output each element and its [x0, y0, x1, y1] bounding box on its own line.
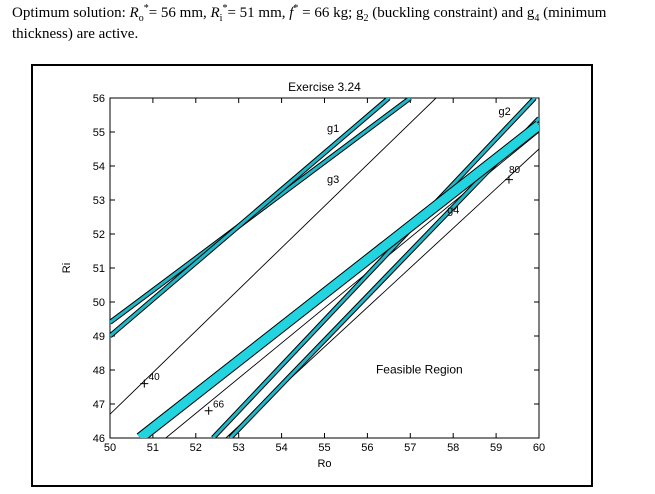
- f-value: = 66 kg; g: [298, 5, 364, 21]
- caption-middle: (buckling constraint) and g: [368, 5, 535, 21]
- ro-star: *: [143, 3, 149, 14]
- x-tick-label: 50: [104, 442, 116, 454]
- y-tick-label: 51: [93, 263, 105, 275]
- x-tick-label: 58: [447, 442, 459, 454]
- y-tick-label: 47: [93, 399, 105, 411]
- y-tick-label: 49: [93, 331, 105, 343]
- contour-value-label: 40: [149, 372, 161, 383]
- ro-value: = 56 mm,: [148, 5, 211, 21]
- y-tick-label: 54: [93, 161, 105, 173]
- f-symbol: f: [289, 5, 294, 21]
- chart-title: Exercise 3.24: [288, 80, 361, 94]
- constraint-g2-line: [211, 98, 536, 438]
- y-tick-label: 52: [93, 229, 105, 241]
- constraint-label-g1: g1: [327, 123, 339, 135]
- ro-subscript: o: [138, 13, 144, 24]
- y-tick-label: 53: [93, 195, 105, 207]
- contour-value-label: 80: [509, 165, 521, 176]
- y-tick-label: 56: [93, 93, 105, 105]
- y-axis-label: Ri: [61, 263, 73, 273]
- y-tick-label: 50: [93, 297, 105, 309]
- y-tick-label: 55: [93, 127, 105, 139]
- contour-marker-66: [204, 406, 213, 415]
- x-tick-label: 59: [490, 442, 502, 454]
- constraint-label-g2: g2: [499, 106, 511, 118]
- ri-star: *: [222, 3, 228, 14]
- ri-value: = 51 mm,: [227, 5, 290, 21]
- figure-frame: 50 51 52 53 54 55 56 57 58 59 60 46 47 48 49 50 51 52 53 54…: [31, 64, 593, 487]
- contour-marker-40: [140, 379, 149, 388]
- plot-area-box: [109, 97, 540, 439]
- y-tick-label: 48: [93, 365, 105, 377]
- x-axis-label: Ro: [317, 458, 331, 470]
- f-star: *: [293, 3, 299, 14]
- caption-tail: (minimum thickness) are active.: [12, 5, 607, 42]
- ri-subscript: i: [219, 13, 223, 24]
- plot-lines: [110, 98, 539, 438]
- x-tick-label: 51: [147, 442, 159, 454]
- g4-subscript: 4: [534, 13, 540, 24]
- constraint-label-g4: g4: [447, 205, 459, 217]
- chart-svg: 50 51 52 53 54 55 56 57 58 59 60 46 47 48 49 50 51 52 53 54…: [61, 80, 545, 470]
- ro-symbol: R: [129, 5, 139, 21]
- constraint-g3-line: [110, 98, 390, 338]
- x-tick-label: 60: [533, 442, 545, 454]
- x-tick-label: 56: [361, 442, 373, 454]
- caption-intro: Optimum solution:: [12, 5, 130, 21]
- g2-subscript: 2: [363, 13, 369, 24]
- contour-marker-80: [504, 175, 513, 184]
- constraint-g4-line: [137, 121, 539, 438]
- ri-symbol: R: [210, 5, 220, 21]
- feasible-region-label: Feasible Region: [376, 362, 463, 376]
- y-tick-label: 46: [93, 433, 105, 445]
- x-tick-label: 57: [404, 442, 416, 454]
- figure-caption: Optimum solution: Ro*= 56 mm, Ri*= 51 mm…: [12, 3, 652, 45]
- contour-value-label: 66: [213, 399, 225, 410]
- x-tick-label: 53: [233, 442, 245, 454]
- x-tick-label: 55: [318, 442, 330, 454]
- x-tick-label: 52: [190, 442, 202, 454]
- contour-line-40: [110, 98, 437, 415]
- constraint-label-g3: g3: [327, 174, 339, 186]
- x-tick-label: 54: [275, 442, 287, 454]
